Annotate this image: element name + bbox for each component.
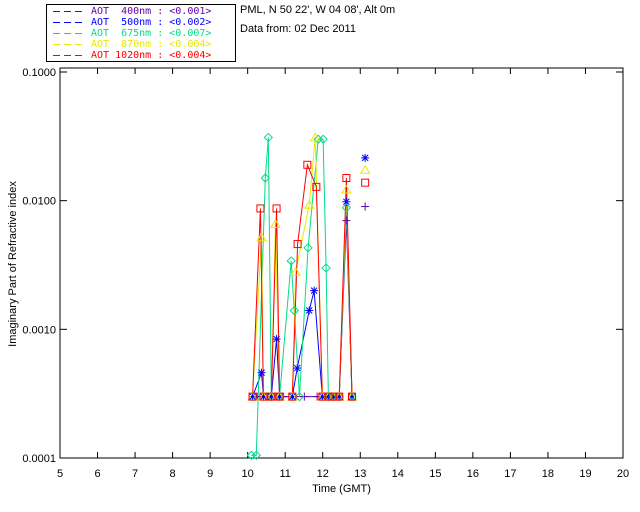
legend-dash-sample — [53, 11, 85, 12]
marker-aot-400nm — [342, 216, 351, 225]
marker-aot-675nm — [289, 305, 299, 316]
marker-aot-1020nm — [293, 240, 302, 249]
marker-aot-1020nm — [361, 178, 370, 187]
marker-aot-1020nm — [348, 392, 357, 401]
legend-label: AOT 1020nm : <0.004> — [91, 50, 212, 61]
marker-aot-500nm — [257, 368, 266, 377]
marker-aot-1020nm — [275, 392, 284, 401]
y-tick-label: 0.0001 — [22, 453, 56, 465]
marker-aot-1020nm — [267, 392, 276, 401]
series-line-aot-1020nm — [252, 162, 353, 398]
marker-aot-500nm — [361, 153, 370, 162]
marker-aot-675nm — [263, 132, 274, 143]
y-tick-label: 0.1000 — [22, 67, 56, 79]
marker-aot-870nm — [309, 132, 321, 142]
marker-aot-1020nm — [303, 160, 312, 169]
x-tick-label: 5 — [57, 468, 63, 480]
legend-label: AOT 870nm : <0.004> — [91, 39, 212, 50]
legend-dash-sample — [53, 44, 85, 45]
series-line-aot-400nm — [252, 220, 353, 398]
x-tick-label: 16 — [467, 468, 479, 480]
header-location: PML, N 50 22', W 04 08', Alt 0m — [240, 4, 396, 16]
marker-aot-1020nm — [324, 392, 333, 401]
legend-label: AOT 675nm : <0.007> — [91, 28, 212, 39]
marker-aot-1020nm — [259, 392, 268, 401]
x-tick-label: 8 — [170, 468, 176, 480]
plot-frame — [59, 67, 624, 459]
marker-aot-870nm — [303, 199, 315, 209]
legend-row-aot-500nm: AOT 500nm : <0.002> — [52, 17, 211, 28]
x-tick-label: 15 — [429, 468, 441, 480]
marker-aot-500nm — [342, 197, 351, 206]
legend-dash-sample — [53, 55, 85, 56]
marker-aot-675nm — [303, 243, 313, 253]
x-tick-label: 11 — [279, 468, 290, 480]
marker-aot-500nm — [272, 335, 281, 344]
marker-aot-675nm — [286, 256, 296, 266]
x-tick-label: 14 — [392, 468, 404, 480]
marker-aot-400nm — [361, 202, 370, 211]
x-tick-label: 10 — [242, 468, 254, 480]
marker-aot-870nm — [290, 266, 302, 276]
legend-dash-sample — [53, 22, 85, 23]
marker-aot-870nm — [270, 218, 281, 228]
marker-aot-1020nm — [272, 204, 281, 213]
marker-aot-1020nm — [335, 392, 344, 401]
legend-row-aot-1020nm: AOT 1020nm : <0.004> — [52, 50, 211, 61]
y-axis-title: Imaginary Part of Refractive index — [7, 181, 19, 347]
marker-aot-675nm — [260, 173, 271, 183]
legend-row-aot-870nm: AOT 870nm : <0.004> — [52, 39, 211, 50]
marker-aot-1020nm — [248, 392, 257, 401]
marker-aot-1020nm — [329, 392, 338, 401]
header-date: Data from: 02 Dec 2011 — [240, 23, 356, 35]
marker-aot-1020nm — [342, 174, 351, 183]
marker-aot-675nm — [341, 203, 352, 213]
marker-aot-1020nm — [288, 392, 297, 401]
legend-label: AOT 400nm : <0.001> — [91, 6, 212, 17]
marker-aot-675nm — [318, 134, 328, 144]
series-line-aot-675nm — [251, 137, 353, 456]
x-tick-label: 6 — [94, 468, 100, 480]
x-tick-label: 9 — [207, 468, 213, 480]
marker-aot-675nm — [251, 450, 262, 460]
series-line-aot-500nm — [252, 201, 353, 398]
legend-row-aot-675nm: AOT 675nm : <0.007> — [52, 28, 211, 39]
y-tick-label: 0.0010 — [22, 324, 56, 336]
marker-aot-870nm — [256, 232, 267, 242]
x-tick-label: 12 — [317, 468, 329, 480]
x-tick-label: 7 — [132, 468, 138, 480]
legend-row-aot-400nm: AOT 400nm : <0.001> — [52, 6, 211, 17]
legend-box: AOT 400nm : <0.001> AOT 500nm : <0.002> AO… — [46, 4, 236, 62]
marker-aot-1020nm — [256, 204, 265, 213]
x-tick-label: 13 — [354, 468, 366, 480]
x-tick-label: 19 — [579, 468, 591, 480]
marker-aot-870nm — [340, 184, 352, 194]
x-axis-title: Time (GMT) — [312, 483, 371, 495]
marker-aot-1020nm — [318, 392, 327, 401]
marker-aot-870nm — [359, 164, 371, 174]
marker-aot-500nm — [293, 364, 302, 373]
marker-aot-400nm — [300, 392, 309, 401]
marker-aot-500nm — [305, 306, 314, 315]
x-tick-label: 17 — [504, 468, 516, 480]
y-tick-label: 0.0100 — [22, 196, 56, 208]
legend-dash-sample — [53, 33, 85, 34]
marker-aot-675nm — [321, 263, 331, 273]
marker-aot-1020nm — [312, 182, 321, 191]
marker-aot-500nm — [310, 286, 319, 295]
x-tick-label: 20 — [617, 468, 629, 480]
marker-aot-675nm — [294, 391, 305, 402]
legend-label: AOT 500nm : <0.002> — [91, 17, 212, 28]
x-tick-label: 18 — [542, 468, 554, 480]
